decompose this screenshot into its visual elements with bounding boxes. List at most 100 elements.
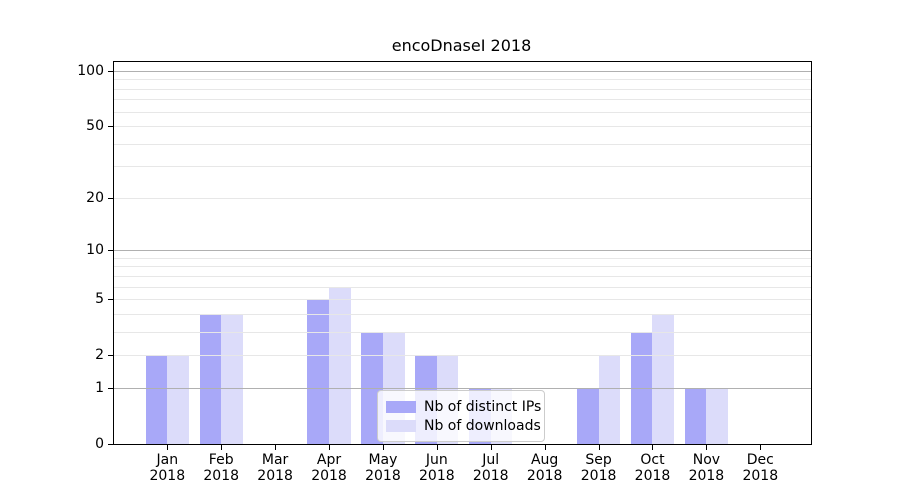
y-tick-label-5: 5: [95, 291, 104, 308]
minor-gridline-6: [114, 286, 811, 288]
bar-downloads-nov: [706, 387, 728, 444]
x-tick-label-jul: Jul 2018: [464, 452, 518, 484]
y-tick-0: [108, 444, 113, 445]
y-tick-label-0: 0: [95, 436, 104, 452]
legend-label-distinct-ips: Nb of distinct IPs: [424, 398, 542, 415]
x-tick-year: 2018: [203, 468, 240, 484]
y-tick-label-10: 10: [86, 242, 104, 259]
legend: Nb of distinct IPs Nb of downloads: [377, 390, 545, 442]
x-tick-sep: [598, 445, 600, 450]
x-tick-label-nov: Nov 2018: [679, 452, 733, 484]
bar-downloads-jan: [167, 355, 189, 444]
x-tick-year: 2018: [526, 468, 563, 484]
x-tick-label-jun: Jun 2018: [410, 452, 464, 484]
x-tick-year: 2018: [311, 468, 347, 484]
x-tick-may: [382, 445, 384, 450]
x-tick-month: Jun: [425, 452, 448, 468]
minor-gridline-20: [114, 197, 811, 199]
legend-item-downloads: Nb of downloads: [386, 416, 541, 435]
x-tick-nov: [706, 445, 708, 450]
minor-gridline-4: [114, 313, 811, 315]
y-tick-label-100: 100: [77, 62, 104, 79]
x-tick-month: Oct: [640, 452, 665, 468]
x-tick-year: 2018: [365, 468, 401, 484]
y-tick-2: [108, 355, 113, 357]
bar-ips-feb: [199, 313, 222, 444]
x-tick-label-oct: Oct 2018: [625, 452, 679, 484]
bar-downloads-oct: [652, 313, 675, 444]
bar-ips-nov: [684, 387, 707, 444]
x-tick-feb: [221, 445, 223, 450]
x-tick-oct: [652, 445, 654, 450]
x-tick-dec: [760, 445, 762, 450]
minor-gridline-9: [114, 257, 811, 259]
x-tick-month: Feb: [208, 452, 234, 468]
x-tick-month: Jul: [482, 452, 500, 468]
x-tick-year: 2018: [688, 468, 725, 484]
chart-title: encoDnaseI 2018: [391, 36, 532, 55]
x-tick-apr: [329, 445, 331, 450]
x-tick-month: Jan: [156, 452, 179, 468]
minor-gridline-8: [114, 266, 811, 268]
x-tick-label-feb: Feb 2018: [194, 452, 248, 484]
bar-ips-sep: [576, 387, 599, 444]
x-tick-month: Apr: [316, 452, 342, 468]
x-tick-year: 2018: [257, 468, 293, 484]
x-tick-mar: [275, 445, 277, 450]
y-tick-label-1: 1: [95, 379, 104, 396]
x-tick-label-aug: Aug 2018: [518, 452, 572, 484]
major-gridline-1: [114, 387, 811, 389]
minor-gridline-7: [114, 275, 811, 277]
x-tick-month: May: [368, 452, 398, 468]
x-tick-year: 2018: [419, 468, 455, 484]
x-tick-label-jan: Jan 2018: [140, 452, 194, 484]
x-tick-month: Aug: [530, 452, 559, 468]
x-tick-jun: [436, 445, 438, 450]
x-tick-label-may: May 2018: [356, 452, 410, 484]
y-tick-50: [108, 126, 113, 128]
plot-area: Nb of distinct IPs Nb of downloads 0 1 2 5 1…: [77, 61, 812, 484]
x-tick-label-apr: Apr 2018: [302, 452, 356, 484]
x-tick-year: 2018: [149, 468, 186, 484]
minor-gridline-60: [114, 111, 811, 113]
minor-gridline-80: [114, 88, 811, 90]
legend-item-distinct-ips: Nb of distinct IPs: [386, 397, 541, 416]
x-tick-month: Nov: [692, 452, 721, 468]
legend-label-downloads: Nb of downloads: [424, 417, 541, 434]
minor-gridline-5: [114, 299, 811, 301]
x-tick-year: 2018: [472, 468, 509, 484]
x-tick-label-dec: Dec 2018: [733, 452, 787, 484]
y-tick-5: [108, 299, 113, 301]
x-tick-aug: [544, 445, 546, 450]
x-tick-month: Dec: [746, 452, 774, 468]
bar-downloads-feb: [221, 313, 243, 444]
major-gridline-100: [114, 70, 811, 72]
x-tick-label-mar: Mar 2018: [248, 452, 302, 484]
x-tick-month: Sep: [585, 452, 612, 468]
minor-gridline-3: [114, 331, 811, 333]
y-tick-label-2: 2: [95, 347, 104, 364]
y-tick-20: [108, 197, 113, 199]
x-tick-label-sep: Sep 2018: [572, 452, 626, 484]
x-tick-year: 2018: [580, 468, 617, 484]
minor-gridline-40: [114, 143, 811, 145]
x-tick-year: 2018: [742, 468, 779, 484]
x-tick-jul: [490, 445, 492, 450]
x-tick-year: 2018: [634, 468, 671, 484]
bar-downloads-sep: [598, 355, 621, 444]
bar-ips-jan: [145, 355, 168, 444]
y-tick-10: [108, 250, 113, 252]
legend-swatch-distinct-ips: [386, 400, 416, 413]
bar-downloads-apr: [329, 286, 351, 444]
y-tick-100: [108, 70, 113, 72]
y-tick-label-20: 20: [86, 189, 104, 206]
x-tick-jan: [167, 445, 169, 450]
minor-gridline-90: [114, 79, 811, 81]
y-tick-label-50: 50: [86, 118, 104, 135]
minor-gridline-30: [114, 166, 811, 168]
bar-ips-apr: [307, 299, 330, 444]
major-gridline-10: [114, 250, 811, 252]
legend-swatch-downloads: [386, 419, 416, 432]
minor-gridline-2: [114, 355, 811, 357]
